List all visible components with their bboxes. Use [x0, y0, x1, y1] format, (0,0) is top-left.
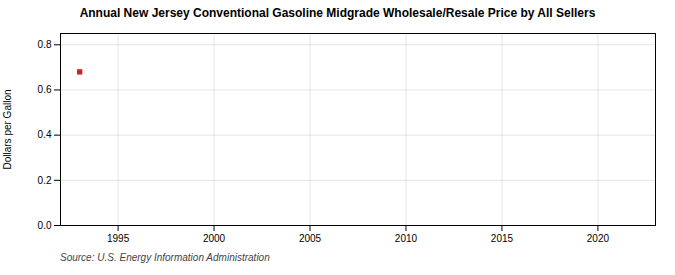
- svg-text:2015: 2015: [491, 233, 514, 244]
- svg-text:Dollars per Gallon: Dollars per Gallon: [2, 89, 13, 169]
- svg-text:0.0: 0.0: [38, 220, 52, 231]
- svg-text:2000: 2000: [203, 233, 226, 244]
- svg-text:1995: 1995: [107, 233, 130, 244]
- svg-text:0.6: 0.6: [38, 84, 52, 95]
- svg-text:2010: 2010: [395, 233, 418, 244]
- svg-text:0.8: 0.8: [38, 39, 52, 50]
- svg-text:2020: 2020: [587, 233, 610, 244]
- svg-text:2005: 2005: [299, 233, 322, 244]
- html-text:Source: U.S. Energy Informatio: Source: U.S. Energy Information Administ…: [60, 252, 270, 263]
- svg-text:0.4: 0.4: [38, 129, 52, 140]
- svg-text:0.2: 0.2: [38, 175, 52, 186]
- html-text:Annual New Jersey Conventional: Annual New Jersey Conventional Gasoline …: [79, 6, 596, 20]
